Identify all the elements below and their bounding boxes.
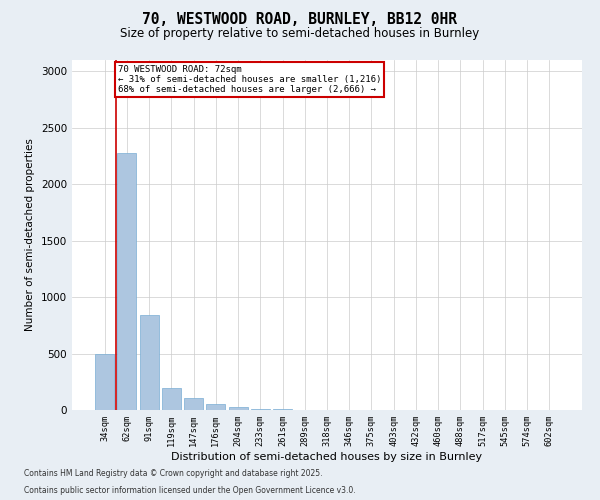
Bar bbox=[95, 354, 114, 410]
Bar bbox=[251, 408, 270, 410]
Text: Contains HM Land Registry data © Crown copyright and database right 2025.: Contains HM Land Registry data © Crown c… bbox=[24, 468, 323, 477]
Bar bbox=[206, 404, 225, 410]
Bar bbox=[118, 152, 136, 410]
Bar bbox=[229, 406, 248, 410]
Bar bbox=[162, 388, 181, 410]
Y-axis label: Number of semi-detached properties: Number of semi-detached properties bbox=[25, 138, 35, 332]
Text: 70, WESTWOOD ROAD, BURNLEY, BB12 0HR: 70, WESTWOOD ROAD, BURNLEY, BB12 0HR bbox=[143, 12, 458, 28]
Bar bbox=[184, 398, 203, 410]
Text: Size of property relative to semi-detached houses in Burnley: Size of property relative to semi-detach… bbox=[121, 28, 479, 40]
Bar bbox=[140, 315, 158, 410]
Text: 70 WESTWOOD ROAD: 72sqm
← 31% of semi-detached houses are smaller (1,216)
68% of: 70 WESTWOOD ROAD: 72sqm ← 31% of semi-de… bbox=[118, 64, 382, 94]
X-axis label: Distribution of semi-detached houses by size in Burnley: Distribution of semi-detached houses by … bbox=[172, 452, 482, 462]
Text: Contains public sector information licensed under the Open Government Licence v3: Contains public sector information licen… bbox=[24, 486, 356, 495]
